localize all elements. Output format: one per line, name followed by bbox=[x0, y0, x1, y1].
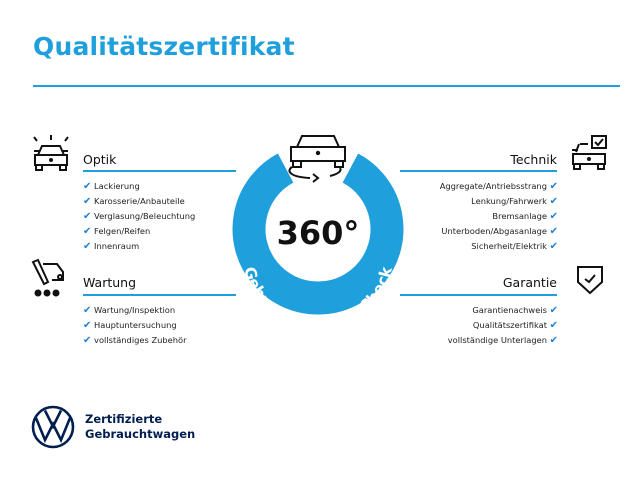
shield-check-icon bbox=[577, 266, 603, 295]
list-item: Qualitätszertifikat ✔ bbox=[472, 320, 558, 331]
list-item: Unterboden/Abgasanlage ✔ bbox=[441, 226, 558, 237]
list-item: Aggregate/Antriebsstrang ✔ bbox=[439, 181, 558, 192]
garantie-list: Garantienachweis ✔ Qualitätszertifikat ✔… bbox=[380, 303, 558, 348]
check-icon: ✔ bbox=[83, 320, 92, 331]
section-title-wartung: Wartung bbox=[83, 275, 137, 290]
check-icon: ✔ bbox=[549, 320, 558, 331]
maintenance-truck-icon bbox=[31, 258, 64, 297]
list-item: ✔ vollständiges Zubehör bbox=[83, 335, 187, 346]
check-icon: ✔ bbox=[83, 196, 92, 207]
optik-divider bbox=[83, 170, 236, 172]
section-title-optik: Optik bbox=[83, 152, 117, 167]
check-icon: ✔ bbox=[83, 181, 92, 192]
check-icon: ✔ bbox=[83, 226, 92, 237]
list-item: ✔ Lackierung bbox=[83, 181, 140, 192]
check-icon: ✔ bbox=[549, 335, 558, 346]
check-icon: ✔ bbox=[549, 211, 558, 222]
car-rotate-icon bbox=[288, 135, 346, 183]
check-icon: ✔ bbox=[549, 181, 558, 192]
check-icon: ✔ bbox=[83, 335, 92, 346]
check-icon: ✔ bbox=[549, 226, 558, 237]
check-icon: ✔ bbox=[549, 196, 558, 207]
list-item: Sicherheit/Elektrik ✔ bbox=[471, 241, 558, 252]
check-icon: ✔ bbox=[83, 241, 92, 252]
list-item: vollständige Unterlagen ✔ bbox=[447, 335, 558, 346]
check-icon: ✔ bbox=[83, 305, 92, 316]
technik-divider bbox=[400, 170, 557, 172]
list-item: ✔ Felgen/Reifen bbox=[83, 226, 151, 237]
wartung-list: ✔ Wartung/Inspektion ✔ Hauptuntersuchung… bbox=[83, 303, 187, 348]
list-item: ✔ Karosserie/Anbauteile bbox=[83, 196, 185, 207]
optik-list: ✔ Lackierung ✔ Karosserie/Anbauteile ✔ V… bbox=[83, 179, 195, 254]
car-lights-icon bbox=[33, 135, 69, 171]
list-item: Bremsanlage ✔ bbox=[492, 211, 558, 222]
check-icon: ✔ bbox=[549, 305, 558, 316]
garantie-divider bbox=[400, 294, 557, 296]
list-item: Garantienachweis ✔ bbox=[472, 305, 558, 316]
wartung-divider bbox=[83, 294, 236, 296]
list-item: ✔ Hauptuntersuchung bbox=[83, 320, 177, 331]
section-title-technik: Technik bbox=[510, 152, 557, 167]
technik-list: Aggregate/Antriebsstrang ✔ Lenkung/Fahrw… bbox=[380, 179, 558, 254]
list-item: ✔ Innenraum bbox=[83, 241, 140, 252]
list-item: ✔ Wartung/Inspektion bbox=[83, 305, 176, 316]
page-title: Qualitätszertifikat bbox=[33, 32, 295, 61]
vw-logo bbox=[31, 405, 75, 449]
title-divider bbox=[33, 85, 620, 87]
car-checklist-icon bbox=[572, 135, 607, 170]
list-item: Lenkung/Fahrwerk ✔ bbox=[471, 196, 558, 207]
check-icon: ✔ bbox=[549, 241, 558, 252]
big-360-text: 360° bbox=[277, 214, 360, 252]
list-item: ✔ Verglasung/Beleuchtung bbox=[83, 211, 196, 222]
brand-name: Zertifizierte Gebrauchtwagen bbox=[85, 412, 196, 441]
section-title-garantie: Garantie bbox=[502, 275, 557, 290]
check-icon: ✔ bbox=[83, 211, 92, 222]
ring-arc bbox=[232, 153, 404, 315]
